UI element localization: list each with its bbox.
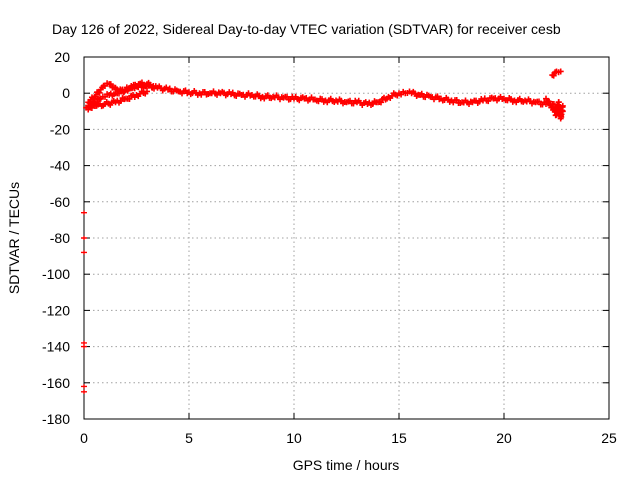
- data-point: [546, 98, 553, 105]
- x-tick-label: 5: [185, 430, 193, 446]
- y-tick-label: -60: [50, 194, 70, 210]
- chart-title: Day 126 of 2022, Sidereal Day-to-day VTE…: [52, 21, 561, 37]
- data-point: [107, 81, 114, 88]
- y-tick-label: -100: [42, 266, 70, 282]
- y-tick-label: -40: [50, 158, 70, 174]
- y-tick-label: -20: [50, 121, 70, 137]
- x-tick-label: 10: [286, 430, 302, 446]
- data-point: [96, 89, 103, 96]
- outlier-point: [81, 384, 87, 389]
- y-axis-label: SDTVAR / TECUs: [6, 182, 22, 294]
- y-tick-label: 20: [54, 49, 70, 65]
- data-point: [126, 95, 133, 102]
- y-tick-label: -160: [42, 375, 70, 391]
- data-point: [378, 99, 384, 106]
- data-point: [144, 88, 150, 95]
- x-tick-label: 25: [601, 430, 617, 446]
- x-axis-label: GPS time / hours: [293, 457, 400, 473]
- outlier-point: [81, 250, 87, 255]
- y-tick-label: -180: [42, 411, 70, 427]
- data-point: [92, 93, 99, 100]
- x-tick-label: 20: [496, 430, 512, 446]
- outlier-point: [81, 389, 87, 394]
- outlier-point: [81, 236, 87, 240]
- x-tick-label: 15: [391, 430, 407, 446]
- y-tick-label: -140: [42, 339, 70, 355]
- data-point: [86, 99, 93, 106]
- data-point: [536, 98, 542, 105]
- y-tick-label: -120: [42, 302, 70, 318]
- data-marks: [81, 68, 566, 394]
- data-point: [557, 68, 564, 75]
- x-tick-label: 0: [80, 430, 88, 446]
- y-tick-label: 0: [62, 85, 70, 101]
- axis-ticks: 0 5 10 15 20 25 20 0 -20 -40 -60 -80 -100 -120 -140 -16…: [42, 49, 617, 446]
- data-point: [128, 85, 135, 92]
- data-point: [550, 72, 557, 79]
- outlier-point: [81, 344, 87, 349]
- data-point: [150, 82, 157, 89]
- y-tick-label: -80: [50, 230, 70, 246]
- outlier-point: [81, 340, 87, 345]
- data-point: [453, 96, 460, 103]
- data-point: [559, 102, 566, 109]
- grid: [84, 57, 609, 419]
- data-point: [166, 85, 173, 92]
- outlier-point: [81, 210, 87, 215]
